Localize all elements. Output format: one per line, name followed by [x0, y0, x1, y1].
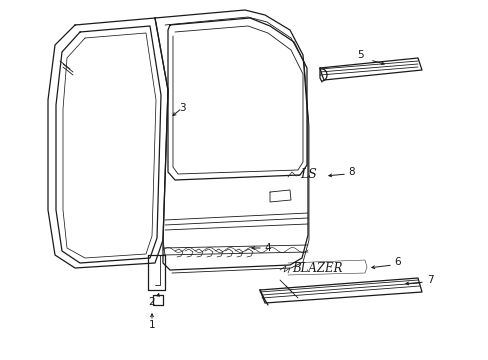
Text: 5: 5: [356, 50, 363, 60]
Text: 6: 6: [394, 257, 401, 267]
Text: 8: 8: [348, 167, 355, 177]
Text: 7: 7: [426, 275, 432, 285]
Text: LS: LS: [299, 168, 316, 181]
Text: 3: 3: [178, 103, 185, 113]
Text: 4: 4: [264, 243, 271, 253]
Text: 1: 1: [148, 320, 155, 330]
Text: BLAZER: BLAZER: [291, 261, 342, 274]
Text: 2: 2: [148, 297, 155, 307]
